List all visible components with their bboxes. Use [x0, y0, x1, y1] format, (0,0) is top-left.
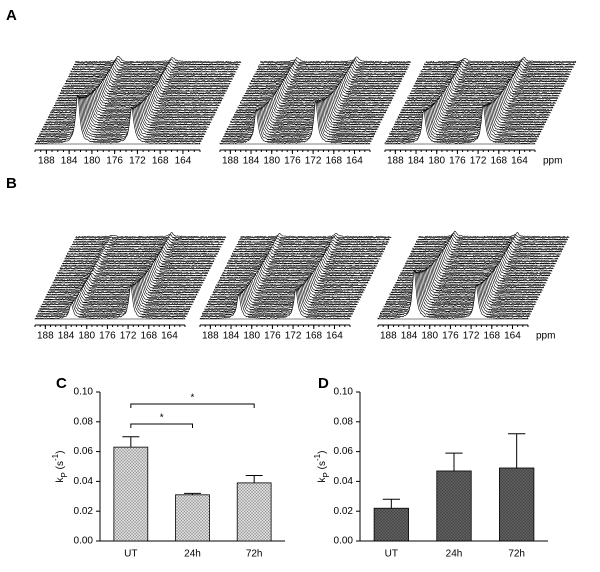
bar: [113, 446, 149, 542]
y-label-part: (s: [55, 461, 66, 472]
x-tick-label: 172: [305, 156, 322, 167]
x-tick-label: 24h: [184, 549, 201, 560]
spectrum-stack: [34, 55, 242, 145]
x-tick-label: 176: [449, 156, 466, 167]
x-tick-label: 168: [490, 156, 507, 167]
x-tick-label: 180: [243, 331, 260, 342]
x-tick-label: 168: [140, 331, 157, 342]
x-tick-label: 168: [305, 331, 322, 342]
x-tick-label: 72h: [246, 549, 263, 560]
x-tick-label: 172: [463, 331, 480, 342]
x-tick-label: 184: [401, 331, 418, 342]
x-tick-label: 24h: [446, 549, 463, 560]
spectrum-stack: [199, 232, 392, 320]
spectrum-stack: [384, 56, 577, 145]
x-tick-label: 164: [175, 156, 192, 167]
y-tick-label: 0.06: [334, 446, 354, 457]
x-tick-label: 180: [78, 331, 95, 342]
y-tick-label: 0.04: [74, 476, 94, 487]
y-axis-label: kP (s-1): [313, 451, 331, 483]
x-tick-label: 184: [223, 331, 240, 342]
x-tick-label: 164: [511, 156, 528, 167]
y-tick-label: 0.00: [334, 536, 354, 547]
x-tick-label: 172: [129, 156, 146, 167]
panel-label: B: [6, 175, 17, 192]
significance-bracket: [130, 403, 255, 408]
x-tick-label: 184: [58, 331, 75, 342]
x-tick-label: 168: [152, 156, 169, 167]
x-tick-label: 164: [326, 331, 343, 342]
bar: [373, 507, 409, 542]
y-axis-label: kP (s-1): [51, 451, 69, 483]
x-axis-label: ppm: [536, 331, 555, 342]
y-label-part: k: [317, 476, 328, 482]
y-label-part: P: [60, 472, 69, 477]
panel-label: C: [56, 375, 67, 392]
spectrum-stack: [219, 56, 411, 145]
y-tick-label: 0.10: [74, 387, 94, 398]
y-tick-label: 0.06: [74, 446, 94, 457]
y-label-part: P: [322, 472, 331, 477]
x-tick-label: 168: [483, 331, 500, 342]
x-tick-label: 180: [428, 156, 445, 167]
y-label-part: k: [55, 476, 66, 482]
x-tick-label: 184: [61, 156, 78, 167]
x-tick-label: 184: [243, 156, 260, 167]
x-tick-label: 188: [202, 331, 219, 342]
x-tick-label: 188: [37, 331, 54, 342]
spectrum-stack: [377, 230, 570, 320]
significance-label: *: [160, 413, 164, 424]
x-tick-label: 164: [161, 331, 178, 342]
x-tick-label: 72h: [508, 549, 525, 560]
y-label-part: -1: [313, 453, 322, 461]
significance-bracket: [130, 423, 193, 428]
bar: [175, 494, 210, 542]
spectrum-stack: [34, 232, 227, 320]
panel-label: D: [318, 375, 329, 392]
y-tick-label: 0.02: [74, 506, 94, 517]
bar: [236, 482, 272, 542]
bar: [436, 470, 472, 542]
x-tick-label: 176: [99, 331, 116, 342]
y-label-part: (s: [317, 461, 328, 472]
x-tick-label: 164: [504, 331, 521, 342]
x-tick-label: 180: [263, 156, 280, 167]
y-label-part: ): [55, 451, 66, 454]
x-tick-label: 188: [38, 156, 55, 167]
x-tick-label: 188: [387, 156, 404, 167]
x-tick-label: 188: [222, 156, 239, 167]
x-tick-label: 168: [325, 156, 342, 167]
y-tick-label: 0.04: [334, 476, 354, 487]
panel-label: A: [6, 7, 17, 24]
x-tick-label: 172: [470, 156, 487, 167]
x-tick-label: 176: [442, 331, 459, 342]
y-label-part: -1: [51, 453, 60, 461]
y-tick-label: 0.08: [334, 416, 354, 427]
x-tick-label: 188: [380, 331, 397, 342]
x-tick-label: UT: [124, 549, 137, 560]
x-tick-label: 164: [346, 156, 363, 167]
y-label-part: ): [317, 451, 328, 454]
x-tick-label: 176: [264, 331, 281, 342]
x-tick-label: 172: [285, 331, 302, 342]
x-tick-label: 172: [120, 331, 137, 342]
x-tick-label: 180: [421, 331, 438, 342]
y-tick-label: 0.10: [334, 387, 354, 398]
bar: [499, 467, 535, 542]
y-tick-label: 0.02: [334, 506, 354, 517]
x-axis-label: ppm: [543, 156, 562, 167]
x-tick-label: 184: [408, 156, 425, 167]
x-tick-label: 180: [84, 156, 101, 167]
y-tick-label: 0.08: [74, 416, 94, 427]
significance-label: *: [191, 393, 195, 404]
x-tick-label: 176: [106, 156, 123, 167]
x-tick-label: UT: [385, 549, 398, 560]
y-tick-label: 0.00: [74, 536, 94, 547]
x-tick-label: 176: [284, 156, 301, 167]
